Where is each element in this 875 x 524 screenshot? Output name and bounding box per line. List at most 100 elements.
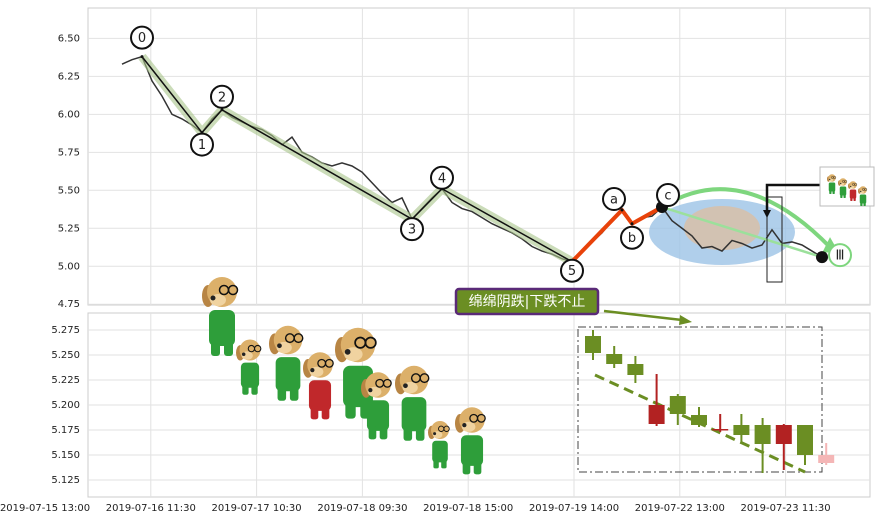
dog-nose [462, 422, 467, 428]
note-arrow [603, 309, 683, 322]
candle-body [669, 396, 686, 414]
dog-glass [854, 183, 858, 186]
dog-leg [843, 194, 846, 198]
dog-glass [864, 188, 868, 191]
dog-nose [310, 367, 315, 373]
y-tick-label: 5.175 [51, 425, 80, 436]
dog-body [275, 357, 301, 392]
wave-label: a [610, 193, 618, 208]
y-tick-label: 6.50 [58, 33, 80, 44]
dog-nose [433, 432, 437, 436]
dog-body [839, 186, 847, 196]
dog-leg [860, 202, 863, 206]
wave-point [816, 251, 828, 264]
wave-badge [656, 183, 680, 208]
dog-leg [277, 385, 287, 401]
target-arrow [660, 187, 832, 249]
wave-badge [602, 187, 626, 212]
y-tick-label: 5.275 [51, 325, 80, 336]
sticker-dog [827, 174, 837, 194]
y-tick-label: 5.25 [58, 223, 80, 234]
dog-nose [403, 383, 408, 389]
dog-body [859, 194, 867, 204]
dog-glass [833, 176, 837, 179]
sticker-dog [361, 372, 392, 440]
note-arrow-head [679, 315, 692, 325]
dog-glass [443, 425, 450, 432]
y-tick-label: 5.225 [51, 375, 80, 386]
dog-leg [211, 340, 220, 356]
sticker-dog [848, 181, 858, 201]
wave-badge [190, 132, 214, 157]
dog-leg [224, 340, 233, 356]
x-tick-label: 2019-07-19 14:00 [529, 503, 619, 514]
x-tick-label: 2019-07-17 10:30 [212, 503, 302, 514]
dog-leg [433, 458, 439, 469]
candle-body [754, 425, 771, 444]
sticker-dog [335, 327, 377, 419]
pointer [765, 183, 820, 213]
wave-label: 5 [568, 264, 576, 279]
dog-body [401, 397, 427, 432]
dog-leg [251, 383, 258, 395]
sticker-dog [303, 352, 334, 420]
candle-body [606, 354, 623, 364]
dog-leg [832, 190, 835, 194]
candle-body [733, 425, 750, 435]
sticker-dog [838, 178, 848, 198]
x-tick-label: 2019-07-18 15:00 [423, 503, 513, 514]
sticker-dog [858, 186, 868, 206]
candle-body [691, 415, 707, 425]
dog-nose [210, 295, 216, 301]
candle-body [775, 425, 792, 444]
dog-body [308, 380, 332, 411]
x-tick-label: 2019-07-18 09:30 [317, 503, 407, 514]
dog-glass [364, 336, 377, 349]
dog-leg [850, 197, 853, 201]
wave-label: 2 [218, 90, 226, 105]
y-tick-label: 5.125 [51, 475, 80, 486]
dog-leg [310, 405, 319, 420]
wave-label: 1 [198, 138, 206, 153]
y-tick-label: 5.150 [51, 450, 80, 461]
x-tick-label: 2019-07-22 13:00 [635, 503, 725, 514]
dog-glass [476, 413, 486, 423]
candle-body [648, 405, 665, 424]
pointer-head [763, 210, 771, 218]
dog-leg [368, 425, 377, 440]
wave-label: Ⅲ [836, 249, 845, 264]
dog-leg [840, 194, 843, 198]
wave-label: c [664, 189, 671, 204]
dog-glass [227, 284, 239, 296]
y-tick-label: 5.250 [51, 350, 80, 361]
note-text: 绵绵阴跌|下跌不止 [469, 293, 586, 310]
sticker-dog [395, 365, 430, 441]
dog-leg [242, 383, 249, 395]
wave-line [141, 56, 573, 263]
wave-badge [620, 225, 644, 250]
dog-leg [462, 460, 471, 475]
wave-label: 4 [438, 171, 446, 186]
dog-leg [473, 460, 482, 475]
dog-nose [344, 349, 351, 355]
sticker-dog [269, 325, 304, 401]
y-tick-label: 5.50 [58, 185, 80, 196]
dog-body [209, 310, 235, 346]
dog-leg [441, 458, 447, 469]
wave-label: 3 [408, 223, 416, 238]
dog-glass [293, 333, 304, 344]
dog-nose [840, 182, 842, 185]
wave-label: 0 [138, 31, 146, 46]
sticker-dog [455, 407, 486, 475]
sticker-dog [428, 421, 450, 469]
wave-point [620, 208, 624, 212]
wave-badge [130, 25, 154, 50]
candle-body [585, 336, 601, 353]
dog-nose [277, 343, 282, 349]
dog-body [366, 400, 390, 431]
y-tick-label: 4.75 [58, 299, 80, 310]
candle-body [627, 364, 644, 375]
dog-leg [853, 197, 856, 201]
dog-leg [415, 425, 425, 441]
wave-point [220, 108, 224, 112]
